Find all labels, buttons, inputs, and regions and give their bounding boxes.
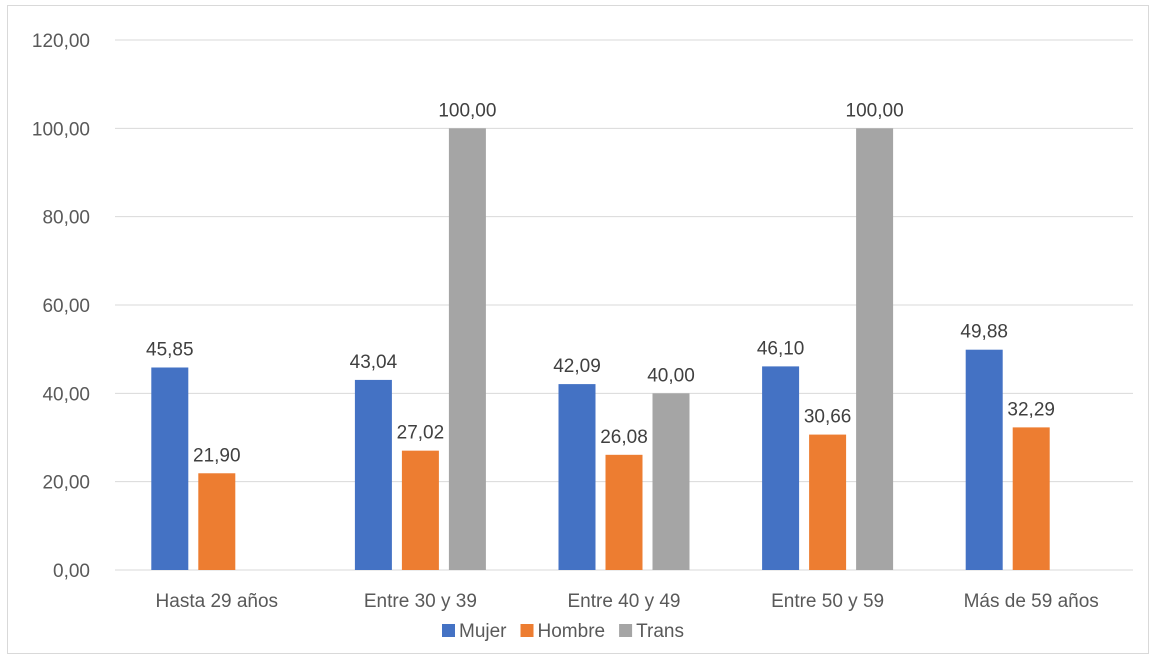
bar-hombre: [605, 454, 643, 570]
bar-trans: [652, 393, 690, 570]
data-label: 43,04: [350, 352, 398, 373]
y-tick-label: 100,00: [32, 119, 90, 140]
data-label: 26,08: [600, 427, 648, 448]
x-tick-label: Entre 30 y 39: [364, 591, 477, 612]
data-label: 21,90: [193, 445, 241, 466]
bar-mujer: [762, 366, 800, 570]
y-tick-label: 20,00: [42, 473, 90, 494]
legend-label: Trans: [636, 621, 684, 642]
legend-label: Hombre: [538, 621, 606, 642]
legend-swatch-hombre: [520, 624, 534, 637]
x-tick-label: Entre 40 y 49: [567, 591, 680, 612]
bar-mujer: [151, 367, 189, 570]
bar-hombre: [401, 450, 439, 570]
data-label: 45,85: [146, 339, 194, 360]
data-label: 27,02: [397, 423, 445, 444]
y-tick-label: 40,00: [42, 384, 90, 405]
data-label: 100,00: [846, 100, 904, 121]
data-label: 49,88: [960, 322, 1008, 343]
x-tick-label: Más de 59 años: [964, 591, 1099, 612]
data-label: 30,66: [804, 407, 852, 428]
x-tick-label: Hasta 29 años: [156, 591, 279, 612]
y-tick-label: 0,00: [53, 561, 90, 582]
bar-mujer: [354, 379, 392, 570]
bar-hombre: [1012, 427, 1050, 570]
legend-swatch-trans: [619, 624, 633, 637]
bar-mujer: [965, 349, 1003, 570]
bar-trans: [448, 128, 486, 571]
legend-swatch-mujer: [442, 624, 455, 637]
bar-mujer: [558, 384, 596, 570]
y-tick-label: 120,00: [32, 31, 90, 52]
data-label: 100,00: [438, 100, 496, 121]
bar-hombre: [809, 434, 847, 570]
bar-hombre: [198, 473, 236, 570]
y-tick-label: 80,00: [42, 208, 90, 229]
x-tick-label: Entre 50 y 59: [771, 591, 884, 612]
data-label: 46,10: [757, 338, 805, 359]
data-label: 42,09: [553, 356, 601, 377]
y-tick-label: 60,00: [42, 296, 90, 317]
data-label: 40,00: [647, 365, 695, 386]
data-label: 32,29: [1007, 399, 1055, 420]
legend-label: Mujer: [459, 621, 507, 642]
bar-trans: [856, 128, 894, 571]
